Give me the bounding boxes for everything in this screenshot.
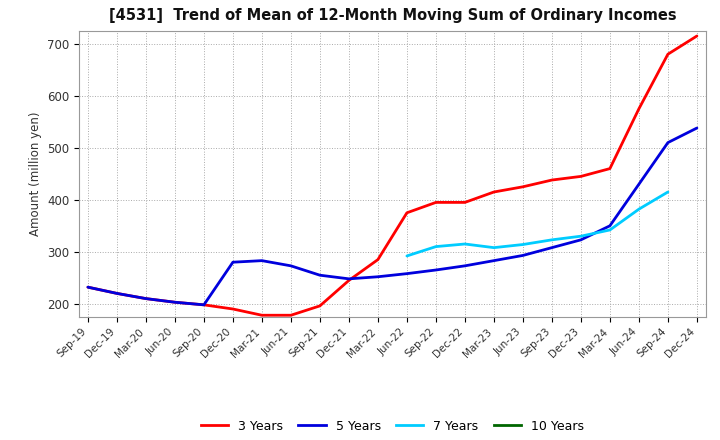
5 Years — [315, 272, 324, 278]
3 Years — [228, 306, 237, 312]
5 Years — [142, 296, 150, 301]
5 Years — [431, 268, 440, 273]
Line: 5 Years: 5 Years — [88, 128, 697, 305]
5 Years — [461, 263, 469, 268]
7 Years — [548, 237, 557, 242]
7 Years — [490, 245, 498, 250]
Line: 3 Years: 3 Years — [88, 36, 697, 315]
7 Years — [518, 242, 527, 247]
7 Years — [606, 227, 614, 233]
3 Years — [518, 184, 527, 190]
7 Years — [664, 189, 672, 194]
3 Years — [606, 166, 614, 171]
3 Years — [634, 106, 643, 111]
5 Years — [490, 258, 498, 263]
5 Years — [171, 300, 179, 305]
3 Years — [490, 189, 498, 194]
3 Years — [374, 257, 382, 262]
5 Years — [345, 276, 354, 282]
5 Years — [548, 245, 557, 250]
3 Years — [548, 177, 557, 183]
5 Years — [112, 291, 121, 296]
3 Years — [345, 278, 354, 283]
Y-axis label: Amount (million yen): Amount (million yen) — [29, 112, 42, 236]
3 Years — [431, 200, 440, 205]
3 Years — [693, 33, 701, 39]
5 Years — [287, 263, 295, 268]
Title: [4531]  Trend of Mean of 12-Month Moving Sum of Ordinary Incomes: [4531] Trend of Mean of 12-Month Moving … — [109, 7, 676, 23]
5 Years — [402, 271, 411, 276]
Legend: 3 Years, 5 Years, 7 Years, 10 Years: 3 Years, 5 Years, 7 Years, 10 Years — [196, 414, 589, 437]
7 Years — [634, 206, 643, 212]
5 Years — [606, 223, 614, 228]
3 Years — [171, 300, 179, 305]
3 Years — [199, 302, 208, 308]
5 Years — [634, 182, 643, 187]
5 Years — [84, 285, 92, 290]
3 Years — [258, 312, 266, 318]
3 Years — [402, 210, 411, 216]
5 Years — [199, 302, 208, 308]
3 Years — [142, 296, 150, 301]
Line: 7 Years: 7 Years — [407, 192, 668, 256]
3 Years — [577, 174, 585, 179]
5 Years — [258, 258, 266, 263]
3 Years — [461, 200, 469, 205]
3 Years — [287, 312, 295, 318]
3 Years — [84, 285, 92, 290]
5 Years — [228, 260, 237, 265]
3 Years — [315, 303, 324, 308]
5 Years — [374, 274, 382, 279]
5 Years — [664, 140, 672, 145]
7 Years — [461, 242, 469, 247]
3 Years — [664, 51, 672, 57]
3 Years — [112, 291, 121, 296]
7 Years — [577, 234, 585, 239]
5 Years — [577, 237, 585, 242]
5 Years — [518, 253, 527, 258]
7 Years — [431, 244, 440, 249]
5 Years — [693, 125, 701, 131]
7 Years — [402, 253, 411, 259]
